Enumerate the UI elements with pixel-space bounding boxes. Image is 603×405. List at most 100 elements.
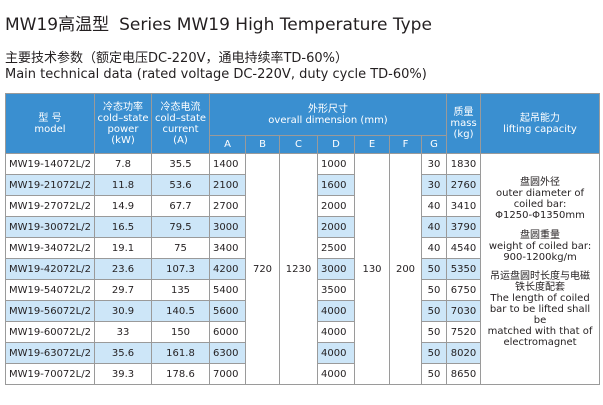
note-length-cn2: 铁长度配套: [515, 282, 566, 293]
cell-g: 30: [420, 174, 448, 196]
cell-mass: 3410: [446, 195, 482, 217]
cell-power: 16.5: [94, 216, 152, 238]
note-outer-cn: 盘圆外径: [520, 177, 561, 188]
cell-a: 2700: [209, 195, 246, 217]
cell-model: MW19-56072L/2: [5, 300, 95, 322]
header-current: 冷态电流 cold–state current (A): [151, 93, 210, 154]
table-row: MW19-60072L/2 33 150 6000 4000 50 7520: [5, 321, 600, 343]
cell-a: 6300: [209, 342, 246, 364]
cell-f-merged: 200: [389, 153, 422, 385]
cell-current: 35.5: [151, 153, 210, 175]
table-row: MW19-54072L/2 29.7 135 5400 3500 50 6750: [5, 279, 600, 301]
cell-a: 6000: [209, 321, 246, 343]
cell-mass: 4540: [446, 237, 482, 259]
header-dim-d: D: [317, 135, 355, 154]
table-row: MW19-30072L/2 16.5 79.5 3000 2000 40 379…: [5, 216, 600, 238]
header-dim-f: F: [389, 135, 422, 154]
cell-current: 150: [151, 321, 210, 343]
cell-current: 79.5: [151, 216, 210, 238]
header-current-en1: cold–state: [154, 112, 207, 124]
cell-d: 1000: [317, 153, 355, 175]
header-mass: 质量 mass (kg): [446, 93, 482, 154]
cell-a: 4200: [209, 258, 246, 280]
cell-g: 50: [420, 258, 448, 280]
cell-power: 14.9: [94, 195, 152, 217]
cell-d: 3000: [317, 258, 355, 280]
header-dim-e: E: [354, 135, 390, 154]
header-model: 型 号 model: [5, 93, 95, 154]
cell-power: 35.6: [94, 342, 152, 364]
cell-d: 3500: [317, 279, 355, 301]
cell-power: 39.3: [94, 363, 152, 385]
header-mass-cn: 质量: [453, 107, 474, 118]
cell-a: 1400: [209, 153, 246, 175]
header-dimension-cn: 外形尺寸: [308, 103, 348, 115]
cell-g: 50: [420, 363, 448, 385]
note-length-en2: bar to be lifted shall be: [489, 304, 591, 326]
cell-current: 75: [151, 237, 210, 259]
header-lifting-en: lifting capacity: [503, 123, 577, 135]
cell-e-merged: 130: [354, 153, 390, 385]
note-length-en3: matched with that of: [487, 326, 593, 337]
cell-g: 50: [420, 321, 448, 343]
lifting-capacity-note: 盘圆外径 outer diameter of coiled bar: Φ1250…: [480, 153, 601, 385]
cell-power: 29.7: [94, 279, 152, 301]
header-dim-a: A: [209, 135, 246, 154]
cell-model: MW19-63072L/2: [5, 342, 95, 364]
cell-mass: 7030: [446, 300, 482, 322]
cell-model: MW19-27072L/2: [5, 195, 95, 217]
cell-current: 67.7: [151, 195, 210, 217]
cell-d: 2000: [317, 195, 355, 217]
cell-mass: 8020: [446, 342, 482, 364]
header-dim-g: G: [420, 135, 448, 154]
cell-model: MW19-70072L/2: [5, 363, 95, 385]
cell-mass: 5350: [446, 258, 482, 280]
header-lifting: 起吊能力 lifting capacity: [480, 93, 601, 154]
header-current-en2: current: [162, 123, 199, 135]
cell-current: 161.8: [151, 342, 210, 364]
cell-a: 3400: [209, 237, 246, 259]
cell-model: MW19-34072L/2: [5, 237, 95, 259]
cell-g: 30: [420, 153, 448, 175]
cell-mass: 8650: [446, 363, 482, 385]
cell-d: 4000: [317, 300, 355, 322]
cell-power: 30.9: [94, 300, 152, 322]
cell-d: 1600: [317, 174, 355, 196]
title-model: MW19高温型: [5, 15, 110, 35]
header-power: 冷态功率 cold–state power (kW): [94, 93, 152, 154]
header-current-unit: (A): [173, 134, 188, 146]
cell-mass: 2760: [446, 174, 482, 196]
note-outer-en2: coiled bar:: [513, 199, 567, 210]
cell-g: 40: [420, 195, 448, 217]
cell-g: 50: [420, 342, 448, 364]
cell-d: 4000: [317, 321, 355, 343]
header-lifting-cn: 起吊能力: [520, 112, 561, 124]
header-dimension: 外形尺寸 overall dimension (mm): [208, 93, 448, 136]
cell-mass: 6750: [446, 279, 482, 301]
cell-power: 19.1: [94, 237, 152, 259]
cell-a: 3000: [209, 216, 246, 238]
cell-d: 4000: [317, 363, 355, 385]
cell-mass: 7520: [446, 321, 482, 343]
note-outer-en1: outer diameter of: [496, 188, 584, 199]
cell-current: 135: [151, 279, 210, 301]
header-current-cn: 冷态电流: [160, 101, 201, 113]
cell-g: 40: [420, 216, 448, 238]
cell-model: MW19-14072L/2: [5, 153, 95, 175]
header-dim-c: C: [279, 135, 318, 154]
cell-g: 50: [420, 300, 448, 322]
header-power-en2: power: [107, 123, 139, 135]
note-weight-cn: 盘圆重量: [520, 230, 561, 241]
note-outer-val: Φ1250-Φ1350mm: [495, 210, 585, 221]
cell-current: 53.6: [151, 174, 210, 196]
cell-current: 178.6: [151, 363, 210, 385]
cell-model: MW19-42072L/2: [5, 258, 95, 280]
cell-power: 11.8: [94, 174, 152, 196]
cell-g: 40: [420, 237, 448, 259]
note-weight-en: weight of coiled bar:: [488, 241, 592, 252]
page-title: MW19高温型 Series MW19 High Temperature Type: [5, 10, 432, 35]
header-power-cn: 冷态功率: [103, 101, 143, 113]
cell-power: 23.6: [94, 258, 152, 280]
cell-model: MW19-54072L/2: [5, 279, 95, 301]
cell-current: 107.3: [151, 258, 210, 280]
